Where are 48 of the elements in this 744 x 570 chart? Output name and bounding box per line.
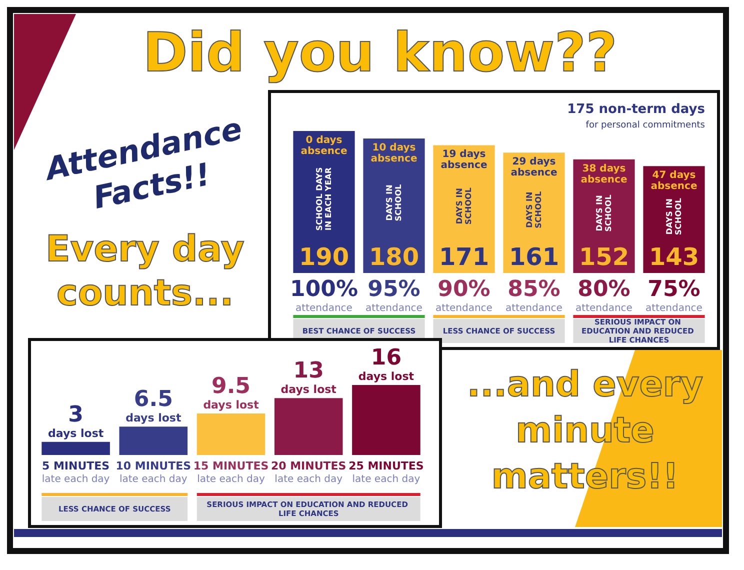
bar (274, 398, 343, 455)
chart-title: Did you know?? (142, 21, 618, 84)
text: 175 non-term days (567, 102, 706, 117)
bar (119, 426, 188, 455)
bar (42, 442, 110, 455)
x-tick-label: 90% attendance (436, 277, 492, 314)
annotation: DAYS IN SCHOOL (595, 194, 613, 232)
x-tick-label: 95% attendance (366, 277, 422, 314)
annotation: 29 days absence (510, 156, 558, 179)
x-tick-label: 85% attendance (506, 277, 562, 314)
annotation: DAYS IN SCHOOL (455, 188, 473, 225)
data-label: 13 (293, 358, 324, 384)
data-label: 190 (298, 243, 350, 271)
data-label: 161 (508, 243, 560, 271)
data-label: 180 (368, 243, 420, 271)
annotation: 10 days absence (370, 142, 418, 164)
x-tick-label: 75% attendance (646, 277, 702, 314)
annotation: DAYS IN SCHOOL (665, 198, 683, 236)
text: for personal commitments (586, 120, 706, 130)
annotation: days lost (126, 412, 182, 425)
annotation: 47 days absence (650, 170, 698, 192)
annotation: DAYS IN SCHOOL (525, 191, 543, 228)
data-label: 171 (438, 243, 490, 271)
x-tick-label: 100% attendance (290, 277, 358, 314)
x-tick-label: 10 MINUTES late each day (116, 460, 192, 485)
annotation: days lost (358, 370, 414, 383)
bar (196, 413, 266, 455)
annotation: days lost (280, 383, 336, 396)
data-label: 16 (370, 346, 402, 370)
annotation: SCHOOL DAYS IN EACH YEAR (315, 167, 333, 231)
x-tick-label: 25 MINUTES late each day (348, 460, 424, 485)
data-label: 143 (648, 243, 700, 271)
annotation: days lost (203, 398, 259, 412)
bar (352, 385, 420, 455)
annotation: 19 days absence (440, 149, 488, 172)
data-label: 6.5 (134, 387, 173, 412)
text: Every day counts... (44, 228, 246, 316)
annotation: 38 days absence (580, 163, 628, 186)
annotation: days lost (48, 426, 104, 440)
annotation: DAYS IN SCHOOL (385, 184, 403, 222)
data-label: 9.5 (212, 374, 250, 399)
data-label: 152 (578, 243, 630, 271)
x-tick-label: 15 MINUTES late each day (193, 460, 269, 485)
x-tick-label: 20 MINUTES late each day (270, 460, 346, 485)
x-tick-label: 80% attendance (576, 277, 632, 314)
annotation: 0 days absence (300, 135, 348, 157)
data-label: 3 (68, 402, 84, 428)
x-tick-label: 5 MINUTES late each day (42, 460, 110, 485)
